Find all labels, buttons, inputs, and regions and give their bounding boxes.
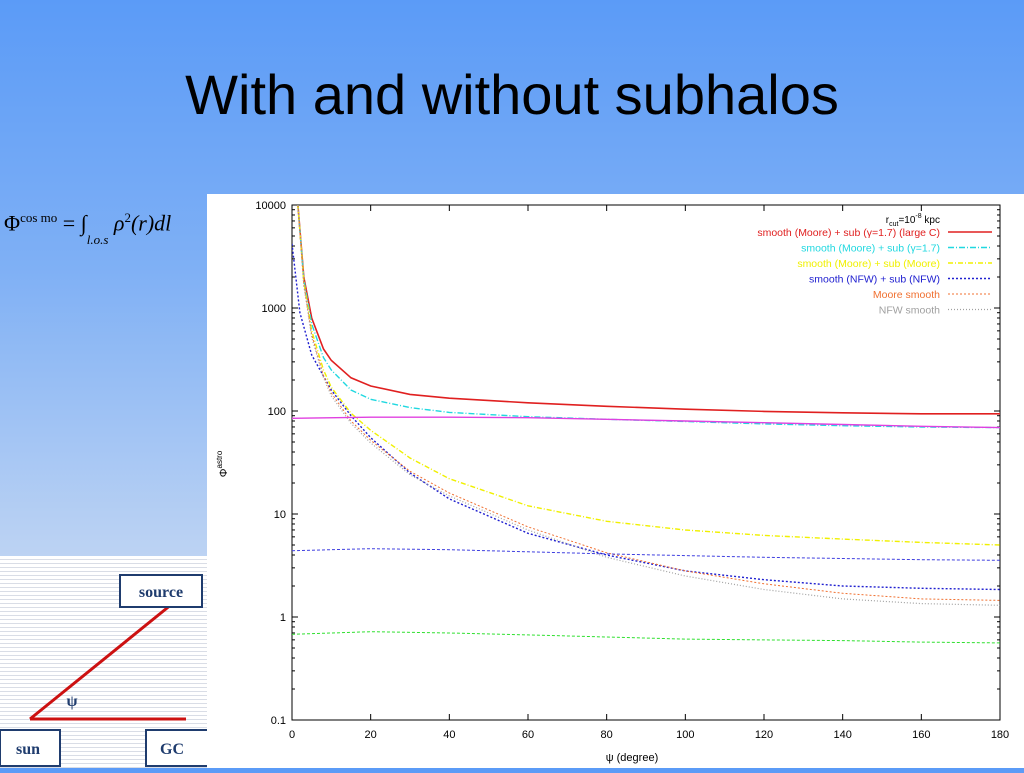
series-lines <box>292 205 1000 644</box>
x-tick-label: 140 <box>833 729 851 741</box>
legend-entry-label: smooth (Moore) + sub (γ=1.7) (large C) <box>757 227 940 239</box>
x-tick-label: 100 <box>676 729 694 741</box>
plot-frame <box>291 204 1001 721</box>
legend-entry-label: NFW smooth <box>879 305 940 317</box>
y-axis-label-group: Φastro <box>215 450 230 477</box>
y-axis-label: Φastro <box>215 450 230 477</box>
legend-entry-label: smooth (NFW) + sub (NFW) <box>809 274 940 286</box>
legend: rcut=10-8 kpc smooth (Moore) + sub (γ=1.… <box>757 213 992 317</box>
y-tick-label: 10 <box>274 509 286 521</box>
source-box <box>119 574 203 608</box>
series-line-4 <box>297 205 1000 601</box>
geometry-diagram-svg: source ψ sun GC <box>0 574 209 767</box>
series-line-8 <box>292 631 1000 644</box>
x-axis-ticks: 0 20 40 60 80 100 120 140 160 180 <box>289 205 1009 741</box>
y-tick-label: 1000 <box>262 303 286 315</box>
chart-panel: 0.1 1 10 100 1000 10000 0 20 40 60 80 100 120 140 160… <box>207 194 1024 768</box>
formula-phi-superscript: cos mo <box>20 210 58 225</box>
legend-entry-label: smooth (Moore) + sub (γ=1.7) <box>801 243 940 255</box>
x-tick-label: 80 <box>601 729 613 741</box>
plot-border <box>291 204 1001 721</box>
x-tick-label: 180 <box>991 729 1009 741</box>
phi-astro-chart: 0.1 1 10 100 1000 10000 0 20 40 60 80 100 120 140 160… <box>215 200 1009 764</box>
legend-entry-label: smooth (Moore) + sub (Moore) <box>797 258 940 270</box>
series-line-1 <box>297 205 1000 429</box>
legend-entry-label: Moore smooth <box>873 289 940 301</box>
y-tick-label: 0.1 <box>271 715 286 727</box>
gc-label: GC <box>160 741 184 758</box>
legend-header-eq: =10 <box>898 215 915 226</box>
x-tick-label: 40 <box>443 729 455 741</box>
legend-header-sub: cut <box>889 221 898 228</box>
formula-phi: Φ <box>4 210 21 236</box>
y-tick-label: 1 <box>280 612 286 624</box>
x-tick-label: 160 <box>912 729 930 741</box>
y-tick-label: 10000 <box>255 200 286 212</box>
formula-rho-superscript: 2 <box>124 210 131 225</box>
sun-label: sun <box>16 741 40 758</box>
gc-box <box>145 729 209 767</box>
geometry-diagram: source ψ sun GC <box>0 556 209 768</box>
series-line-6 <box>292 416 1000 429</box>
angle-psi-label: ψ <box>66 693 77 710</box>
formula-integral-subscript: l.o.s <box>86 232 109 248</box>
phi-cosmo-formula: Φcos mo = ∫l.o.s ρ2(r)dl <box>4 210 172 247</box>
legend-header-unit: kpc <box>922 215 940 226</box>
x-tick-label: 20 <box>365 729 377 741</box>
x-axis-label: ψ (degree) <box>606 752 658 764</box>
source-label: source <box>139 584 183 601</box>
legend-header-sup: -8 <box>915 213 921 220</box>
formula-rest: (r)dl <box>130 210 172 236</box>
slide-title: With and without subhalos <box>185 63 839 126</box>
x-tick-label: 60 <box>522 729 534 741</box>
series-line-2 <box>297 205 1000 546</box>
x-tick-label: 0 <box>289 729 295 741</box>
formula-equals-integral: = ∫ <box>62 210 87 236</box>
x-tick-label: 120 <box>755 729 773 741</box>
legend-header: rcut=10-8 kpc <box>886 213 940 228</box>
sun-box <box>0 729 61 767</box>
legend-header-r: r <box>886 215 890 226</box>
series-line-0 <box>297 205 1000 415</box>
y-axis-label-main: Φ <box>218 468 230 477</box>
line-of-sight <box>29 602 173 721</box>
series-line-7 <box>292 548 1000 561</box>
y-axis-ticks: 0.1 1 10 100 1000 10000 <box>255 200 1000 727</box>
y-tick-label: 100 <box>268 406 286 418</box>
y-axis-label-sup: astro <box>215 450 224 468</box>
formula-rho: ρ <box>113 210 125 236</box>
